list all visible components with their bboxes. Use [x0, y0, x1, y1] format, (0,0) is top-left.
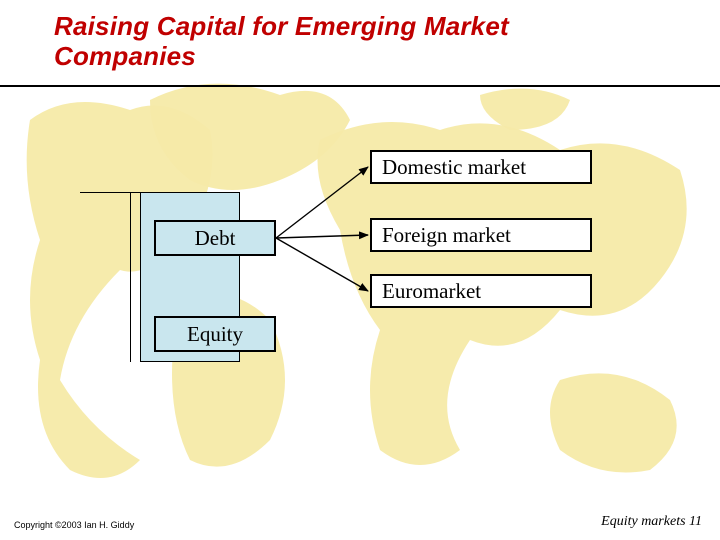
- slide-title-line2: Companies: [54, 42, 509, 72]
- debt-box: Debt: [154, 220, 276, 256]
- equity-box: Equity: [154, 316, 276, 352]
- equity-label: Equity: [187, 322, 243, 347]
- market-domestic-label: Domestic market: [382, 155, 526, 180]
- market-foreign-box: Foreign market: [370, 218, 592, 252]
- market-euro-label: Euromarket: [382, 279, 481, 304]
- left-chart-sep: [130, 192, 131, 362]
- market-euro-box: Euromarket: [370, 274, 592, 308]
- title-block: Raising Capital for Emerging Market Comp…: [54, 12, 509, 72]
- market-domestic-box: Domestic market: [370, 150, 592, 184]
- footer-copyright: Copyright ©2003 Ian H. Giddy: [14, 520, 134, 530]
- debt-label: Debt: [195, 226, 236, 251]
- market-foreign-label: Foreign market: [382, 223, 511, 248]
- slide-title-line1: Raising Capital for Emerging Market: [54, 12, 509, 42]
- footer-page: Equity markets 11: [601, 514, 702, 530]
- title-underline: [0, 85, 720, 87]
